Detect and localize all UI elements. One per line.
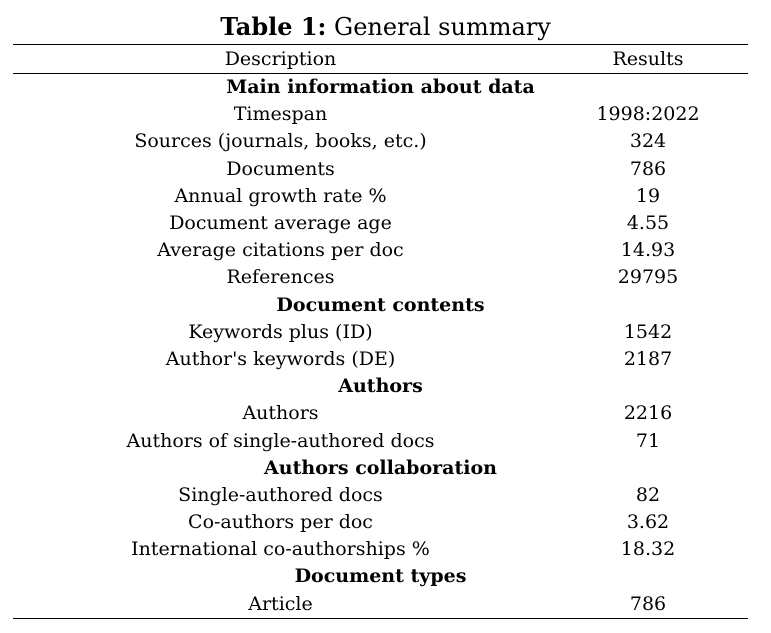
result-cell: 14.93	[620, 239, 676, 262]
table-row: Authors 2216	[13, 400, 748, 427]
table-row: Co-authors per doc 3.62	[13, 509, 748, 536]
result-cell: 18.32	[620, 538, 676, 561]
section-row: Authors	[13, 373, 748, 400]
table-row: Sources (journals, books, etc.) 324	[13, 128, 748, 155]
result-cell: 19	[635, 184, 661, 207]
header-row: Description Results	[13, 44, 748, 74]
description-cell: Co-authors per doc	[188, 511, 373, 534]
description-cell: Documents	[226, 157, 335, 180]
table-row: Keywords plus (ID) 1542	[13, 319, 748, 346]
section-row: Main information about data	[13, 74, 748, 102]
description-cell: Authors of single-authored docs	[126, 429, 435, 452]
description-cell: Annual growth rate %	[174, 184, 387, 207]
description-cell: International co-authorships %	[131, 538, 430, 561]
result-cell: 1998:2022	[596, 103, 700, 126]
table-row: Article 786	[13, 590, 748, 619]
result-cell: 3.62	[626, 511, 670, 534]
description-cell: Single-authored docs	[178, 483, 383, 506]
table-row: Timespan 1998:2022	[13, 101, 748, 128]
section-heading: Authors	[338, 375, 423, 398]
table-header: Description Results	[13, 44, 748, 74]
table-body: Main information about data Timespan 1998:…	[13, 74, 748, 619]
description-column-header: Description	[13, 44, 548, 74]
result-cell: 786	[629, 157, 667, 180]
table-row: Document average age 4.55	[13, 210, 748, 237]
result-cell: 2216	[623, 402, 673, 425]
description-cell: References	[226, 266, 335, 289]
section-row: Authors collaboration	[13, 455, 748, 482]
table-row: Author's keywords (DE) 2187	[13, 346, 748, 373]
section-row: Document contents	[13, 292, 748, 319]
result-cell: 2187	[623, 347, 673, 370]
description-cell: Article	[13, 590, 548, 619]
table-row: Documents 786	[13, 156, 748, 183]
section-heading: Document contents	[276, 293, 485, 316]
table-caption-title: General summary	[334, 13, 551, 41]
result-cell: 1542	[623, 320, 673, 343]
result-cell: 29795	[617, 266, 679, 289]
description-cell: Average citations per doc	[157, 239, 404, 262]
section-row: Document types	[13, 563, 748, 590]
table-row: References 29795	[13, 264, 748, 291]
results-column-header: Results	[548, 44, 748, 74]
section-heading: Authors collaboration	[264, 456, 497, 479]
result-cell: 786	[548, 590, 748, 619]
result-cell: 4.55	[626, 212, 670, 235]
description-cell: Keywords plus (ID)	[188, 320, 373, 343]
result-cell: 82	[635, 483, 661, 506]
table-row: Single-authored docs 82	[13, 482, 748, 509]
table-row: Average citations per doc 14.93	[13, 237, 748, 264]
table-row: International co-authorships % 18.32	[13, 536, 748, 563]
section-heading: Document types	[294, 565, 467, 588]
table-row: Annual growth rate % 19	[13, 183, 748, 210]
result-cell: 324	[629, 130, 667, 153]
result-cell: 71	[635, 429, 661, 452]
description-cell: Sources (journals, books, etc.)	[134, 130, 427, 153]
section-heading: Main information about data	[226, 76, 535, 99]
table-row: Authors of single-authored docs 71	[13, 427, 748, 454]
description-cell: Timespan	[233, 103, 328, 126]
table-caption: Table 1: General summary	[0, 12, 771, 42]
description-cell: Author's keywords (DE)	[165, 347, 396, 370]
description-cell: Document average age	[169, 212, 392, 235]
table-caption-label: Table 1:	[220, 12, 327, 41]
description-cell: Authors	[242, 402, 319, 425]
summary-table: Description Results Main information abo…	[13, 44, 748, 619]
